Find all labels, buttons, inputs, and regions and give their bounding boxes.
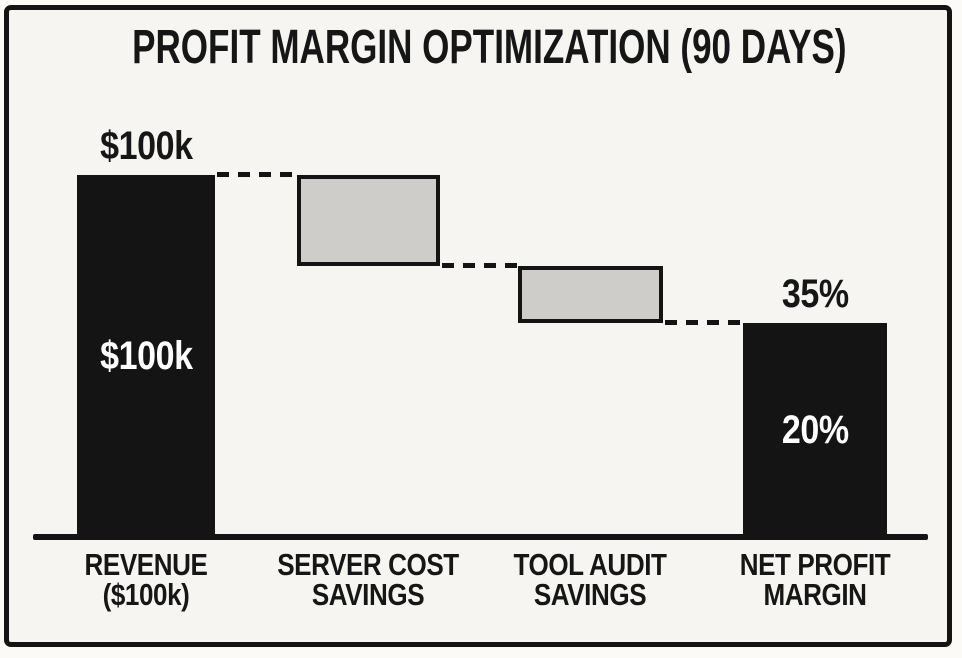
bar-above-label-revenue: $100k xyxy=(46,125,246,167)
category-label-line: SERVER COST xyxy=(277,547,459,582)
category-label-line: REVENUE xyxy=(84,547,208,582)
value-label-text: 35% xyxy=(781,272,849,317)
connector-dashed-line-tool-audit-savings-to-net-profit-margin xyxy=(664,320,742,326)
connector-dashed-line-revenue-to-server-cost-savings xyxy=(217,172,296,177)
category-label-line: ($100k) xyxy=(102,577,190,612)
category-label-revenue: REVENUE ($100k) xyxy=(36,547,256,612)
connector-dashed-line-server-cost-savings-to-tool-audit-savings xyxy=(441,262,517,268)
category-label-line: MARGIN xyxy=(763,577,867,612)
bar-above-label-net-profit-margin: 35% xyxy=(715,273,915,315)
category-label-tool-audit-savings: TOOL AUDIT SAVINGS xyxy=(480,547,700,612)
bar-server-cost-savings xyxy=(296,175,440,266)
category-label-server-cost-savings: SERVER COST SAVINGS xyxy=(258,547,478,612)
category-label-net-profit-margin: NET PROFIT MARGIN xyxy=(705,547,925,612)
chart-title: PROFIT MARGIN OPTIMIZATION (90 DAYS) xyxy=(0,20,962,75)
x-axis-line xyxy=(33,534,928,540)
value-label-text: $100k xyxy=(99,124,193,168)
bar-net-profit-margin xyxy=(743,323,887,537)
category-label-line: SAVINGS xyxy=(311,577,425,612)
category-label-line: SAVINGS xyxy=(533,577,647,612)
category-label-line: NET PROFIT xyxy=(739,547,891,582)
category-label-line: TOOL AUDIT xyxy=(513,547,667,582)
chart-title-text: PROFIT MARGIN OPTIMIZATION (90 DAYS) xyxy=(132,21,847,74)
bar-revenue xyxy=(77,175,215,537)
bar-tool-audit-savings xyxy=(517,265,663,324)
